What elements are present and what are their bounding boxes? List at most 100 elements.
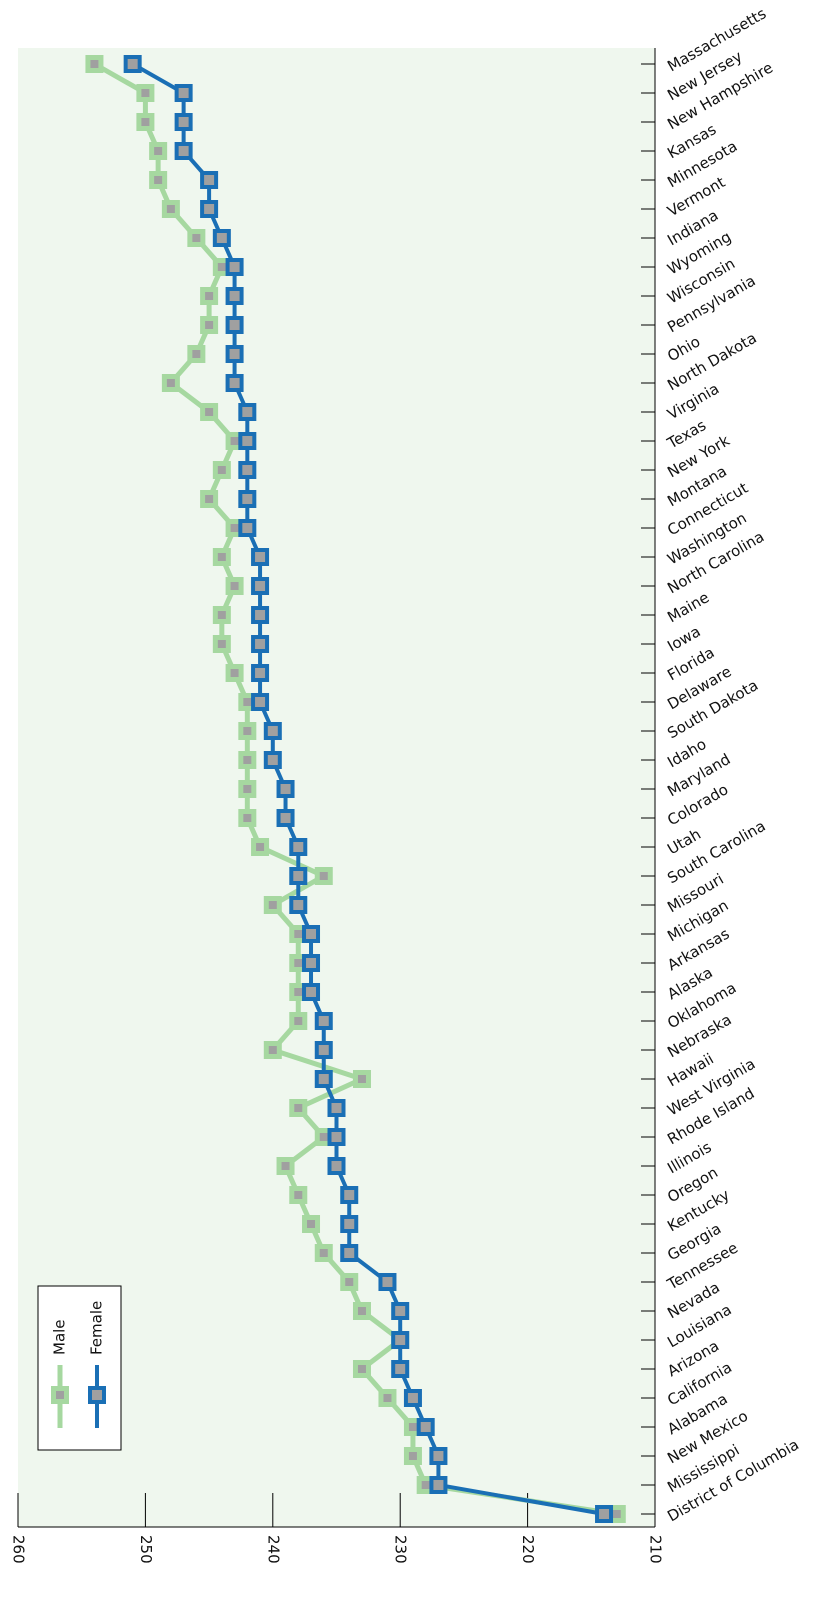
marker-center xyxy=(319,1133,328,1141)
marker-center xyxy=(230,437,239,445)
marker xyxy=(238,403,257,421)
marker xyxy=(225,316,244,334)
marker xyxy=(174,113,193,131)
marker xyxy=(200,171,219,189)
marker xyxy=(174,142,193,160)
marker-center xyxy=(243,785,252,793)
marker xyxy=(391,1331,410,1349)
marker xyxy=(225,345,244,363)
marker-center xyxy=(243,814,252,822)
marker-center xyxy=(294,1104,303,1112)
marker-center xyxy=(294,1191,303,1199)
legend-label: Male xyxy=(51,1319,69,1355)
marker xyxy=(391,1360,410,1378)
x-tick-label: 240 xyxy=(264,1535,282,1564)
marker xyxy=(251,577,270,595)
marker-center xyxy=(141,89,150,97)
marker xyxy=(403,1389,422,1407)
marker xyxy=(238,461,257,479)
marker-center xyxy=(166,379,175,387)
marker-center xyxy=(243,698,252,706)
marker xyxy=(276,809,295,827)
marker xyxy=(123,55,142,73)
marker-center xyxy=(357,1307,366,1315)
marker-center xyxy=(612,1510,621,1518)
marker-center xyxy=(243,756,252,764)
marker xyxy=(212,229,231,247)
marker xyxy=(289,896,308,914)
marker-center xyxy=(243,727,252,735)
marker-center xyxy=(205,292,214,300)
marker xyxy=(289,867,308,885)
x-tick-label: 250 xyxy=(137,1535,155,1564)
marker xyxy=(302,954,321,972)
marker-center xyxy=(141,118,150,126)
marker xyxy=(314,1012,333,1030)
marker xyxy=(327,1157,346,1175)
marker-center xyxy=(294,988,303,996)
marker xyxy=(302,925,321,943)
x-tick-label: 260 xyxy=(10,1535,28,1564)
marker-center xyxy=(217,611,226,619)
marker xyxy=(378,1273,397,1291)
marker-center xyxy=(230,524,239,532)
marker-center xyxy=(294,1017,303,1025)
marker xyxy=(314,1041,333,1059)
marker xyxy=(340,1186,359,1204)
marker xyxy=(200,200,219,218)
marker-center xyxy=(319,1249,328,1257)
marker xyxy=(302,983,321,1001)
marker xyxy=(263,722,282,740)
marker xyxy=(238,519,257,537)
marker-center xyxy=(217,466,226,474)
marker-center xyxy=(192,234,201,242)
marker-center xyxy=(294,930,303,938)
marker-center xyxy=(154,176,163,184)
plot-area xyxy=(18,48,655,1527)
marker xyxy=(289,838,308,856)
marker-center xyxy=(408,1452,417,1460)
marker xyxy=(88,1386,106,1404)
marker xyxy=(327,1099,346,1117)
x-tick-label: 220 xyxy=(519,1535,537,1564)
marker xyxy=(238,490,257,508)
marker-center xyxy=(319,872,328,880)
marker xyxy=(251,664,270,682)
marker-center xyxy=(281,1162,290,1170)
marker-center xyxy=(90,60,99,68)
marker-center xyxy=(345,1278,354,1286)
marker xyxy=(251,606,270,624)
marker xyxy=(251,548,270,566)
marker-center xyxy=(192,350,201,358)
marker xyxy=(429,1447,448,1465)
legend-box xyxy=(37,1285,122,1451)
marker xyxy=(314,1070,333,1088)
marker xyxy=(340,1244,359,1262)
marker xyxy=(429,1476,448,1494)
marker xyxy=(263,751,282,769)
marker-center xyxy=(268,901,277,909)
x-tick-label: 230 xyxy=(392,1535,410,1564)
marker xyxy=(225,258,244,276)
marker xyxy=(225,374,244,392)
marker-center xyxy=(307,1220,316,1228)
marker-center xyxy=(357,1075,366,1083)
marker xyxy=(251,693,270,711)
marker-center xyxy=(230,669,239,677)
marker-center xyxy=(205,408,214,416)
marker-center xyxy=(217,640,226,648)
marker-center xyxy=(205,321,214,329)
marker xyxy=(276,780,295,798)
marker-center xyxy=(294,959,303,967)
marker-center xyxy=(217,553,226,561)
x-tick-label: 210 xyxy=(647,1535,665,1564)
marker-center xyxy=(421,1481,430,1489)
marker xyxy=(595,1505,614,1523)
legend-label: Female xyxy=(88,1301,106,1355)
marker xyxy=(391,1302,410,1320)
marker xyxy=(174,84,193,102)
marker xyxy=(238,432,257,450)
marker xyxy=(327,1128,346,1146)
